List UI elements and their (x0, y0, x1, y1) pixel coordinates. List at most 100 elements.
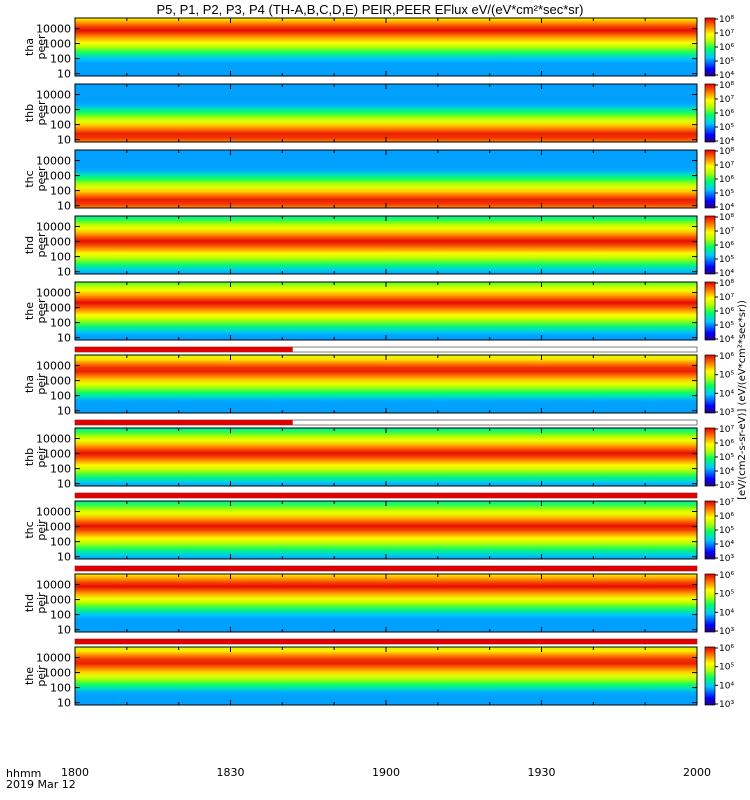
y-tick-label: 10 (57, 478, 71, 491)
panel-ylabel: thcpeer (23, 166, 48, 192)
colorbar-tick-label: 10⁴ (719, 467, 734, 477)
y-tick-label: 10 (57, 551, 71, 564)
colorbar-tick-label: 10⁶ (719, 175, 734, 185)
colorbar-tick-label: 10⁵ (719, 189, 734, 199)
colorbar-tick-label: 10³ (719, 554, 734, 564)
y-tick-label: 1000 (43, 104, 71, 117)
x-axis-label: hhmm (6, 767, 42, 780)
panel-ylabel-line: peer (35, 298, 48, 324)
colorbar-tick-label: 10⁶ (719, 644, 734, 654)
colorbar (704, 83, 716, 143)
colorbar (704, 573, 716, 633)
colorbar-tick-label: 10⁷ (719, 161, 734, 171)
colorbar-tick-label: 10⁶ (719, 241, 734, 251)
spectrogram-image (75, 574, 697, 632)
colorbar-tick-label: 10⁴ (719, 203, 734, 213)
quality-flag-fill (75, 493, 697, 498)
y-tick-label: 100 (50, 119, 71, 132)
colorbar-tick-label: 10⁵ (719, 453, 734, 463)
colorbar-tick-label: 10⁴ (719, 269, 734, 279)
quality-flag-fill (75, 420, 293, 425)
colorbar (704, 427, 716, 487)
y-tick-label: 10 (57, 405, 71, 418)
colorbar-tick-label: 10⁷ (719, 227, 734, 237)
panel-ylabel-line: the (23, 667, 36, 685)
panel-ylabel: thdpeir (23, 592, 48, 614)
spectrogram-image (75, 18, 697, 76)
spectrogram-image (75, 150, 697, 208)
y-tick-label: 10 (57, 200, 71, 213)
panel-ylabel-line: tha (23, 375, 36, 393)
colorbar (704, 354, 716, 414)
colorbar-tick-label: 10⁵ (719, 57, 734, 67)
colorbar-tick-label: 10⁴ (719, 335, 734, 345)
colorbar-tick-label: 10⁷ (719, 498, 734, 508)
figure-title: P5, P1, P2, P3, P4 (TH-A,B,C,D,E) PEIR,P… (156, 2, 584, 17)
y-tick-label: 100 (50, 53, 71, 66)
spectrogram-image (75, 428, 697, 486)
panel-ylabel-line: thc (23, 170, 36, 187)
y-tick-label: 100 (50, 185, 71, 198)
y-tick-label: 1000 (43, 302, 71, 315)
y-tick-label: 100 (50, 682, 71, 695)
panel-ylabel-line: peir (35, 519, 48, 541)
spectrogram-image (75, 501, 697, 559)
spectrogram-image (75, 84, 697, 142)
y-tick-label: 100 (50, 609, 71, 622)
panel-ylabel: thapeir (23, 373, 48, 395)
colorbar-tick-label: 10⁷ (719, 29, 734, 39)
y-tick-label: 100 (50, 536, 71, 549)
y-tick-label: 10 (57, 134, 71, 147)
y-tick-label: 10000 (36, 579, 71, 592)
y-tick-label: 10000 (36, 360, 71, 373)
y-tick-label: 1000 (43, 236, 71, 249)
colorbar-tick-label: 10³ (719, 627, 734, 637)
colorbar-tick-label: 10⁵ (719, 321, 734, 331)
colorbar-tick-label: 10⁴ (719, 71, 734, 81)
panel-ylabel: thepeer (23, 298, 48, 324)
y-tick-label: 1000 (43, 667, 71, 680)
panel-ylabel-line: peir (35, 592, 48, 614)
colorbar (704, 215, 716, 275)
y-tick-label: 10000 (36, 23, 71, 36)
y-tick-label: 100 (50, 251, 71, 264)
panel-ylabel: thepeir (23, 665, 48, 687)
spectrogram-image (75, 216, 697, 274)
colorbar (704, 149, 716, 209)
quality-flag-fill (75, 639, 697, 644)
colorbar (704, 17, 716, 77)
y-tick-label: 10 (57, 624, 71, 637)
colorbar-tick-label: 10³ (719, 481, 734, 491)
colorbar-tick-label: 10⁵ (719, 526, 734, 536)
colorbar-tick-label: 10⁴ (719, 540, 734, 550)
panel-ylabel-line: the (23, 302, 36, 320)
colorbar-tick-label: 10⁷ (719, 95, 734, 105)
panel-ylabel-line: peir (35, 373, 48, 395)
y-tick-label: 1000 (43, 448, 71, 461)
panel-ylabel: thdpeer (23, 232, 48, 258)
quality-flag-fill (75, 566, 697, 571)
colorbar-tick-label: 10⁴ (719, 608, 734, 618)
colorbar-tick-label: 10³ (719, 700, 734, 710)
colorbar-tick-label: 10⁶ (719, 352, 734, 362)
y-tick-label: 100 (50, 390, 71, 403)
y-tick-label: 10000 (36, 652, 71, 665)
panel-ylabel-line: peer (35, 100, 48, 126)
colorbar-tick-label: 10⁸ (719, 81, 734, 91)
colorbar-tick-label: 10⁵ (719, 371, 734, 381)
y-tick-label: 100 (50, 463, 71, 476)
y-tick-label: 1000 (43, 170, 71, 183)
y-tick-label: 10 (57, 266, 71, 279)
y-tick-label: 10 (57, 332, 71, 345)
y-tick-label: 10000 (36, 89, 71, 102)
panel-ylabel: thbpeer (23, 100, 48, 126)
y-tick-label: 1000 (43, 594, 71, 607)
colorbar-tick-label: 10⁵ (719, 590, 734, 600)
panel-ylabel-line: peir (35, 446, 48, 468)
